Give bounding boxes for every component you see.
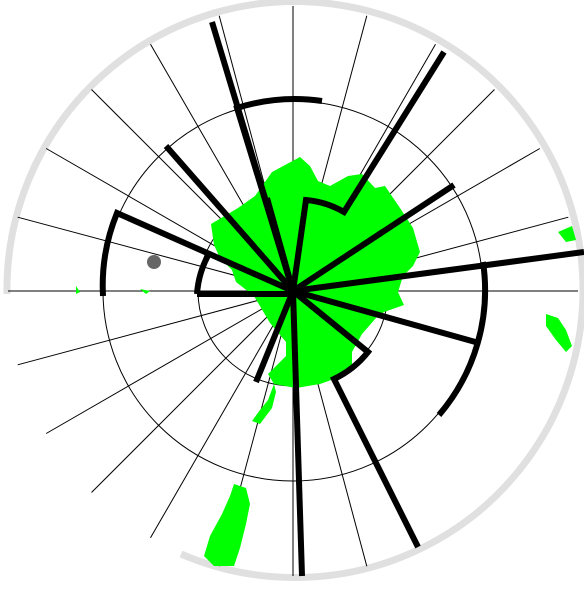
point-marker bbox=[147, 255, 161, 269]
sector-13 bbox=[253, 289, 305, 577]
sector-7 bbox=[99, 209, 295, 297]
peninsula-land bbox=[252, 384, 276, 424]
sector-6 bbox=[291, 182, 456, 294]
island-small-right bbox=[140, 289, 150, 294]
right-land-lower bbox=[546, 314, 572, 352]
meridian-line bbox=[45, 290, 294, 434]
sector-9 bbox=[194, 250, 213, 295]
meridian-line bbox=[91, 290, 294, 493]
antarctica-land bbox=[211, 157, 420, 388]
right-land-upper bbox=[558, 226, 576, 242]
sector-3 bbox=[163, 144, 296, 293]
sector-11 bbox=[292, 288, 480, 346]
island-left-edge bbox=[76, 286, 80, 294]
outer-map-ring bbox=[3, 0, 584, 581]
meridian-line bbox=[17, 290, 294, 366]
sector-5 bbox=[290, 50, 447, 292]
south-america-land bbox=[204, 484, 250, 566]
region-outlines bbox=[99, 21, 584, 577]
landmasses bbox=[76, 157, 576, 566]
sector-4 bbox=[264, 197, 296, 292]
sector-12 bbox=[291, 288, 421, 549]
meridian-line bbox=[150, 290, 294, 539]
